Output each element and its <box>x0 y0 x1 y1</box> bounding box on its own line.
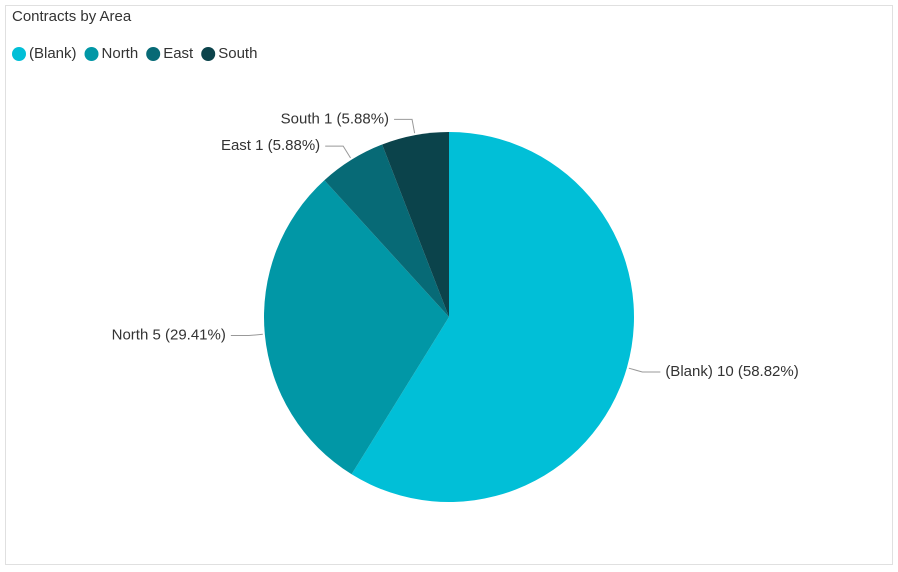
legend-marker <box>201 47 216 61</box>
pie-slice <box>324 144 449 317</box>
data-label-category: East <box>221 137 252 154</box>
legend-label: North <box>102 45 139 62</box>
legend-label: East <box>163 45 194 62</box>
legend-marker <box>146 47 161 61</box>
chart-title: Contracts by Area <box>12 8 132 25</box>
data-label: East 1 (5.88%) <box>221 137 320 154</box>
leader-line <box>325 145 351 159</box>
leader-line <box>394 118 416 134</box>
legend-marker <box>12 47 26 61</box>
leader-line <box>230 333 263 337</box>
data-label-category: North <box>112 327 149 344</box>
legend-marker <box>84 47 99 61</box>
leader-line <box>628 367 661 373</box>
data-label-value: 5 (29.41%) <box>152 327 225 344</box>
data-label: North 5 (29.41%) <box>112 327 226 344</box>
pie-slice <box>382 132 449 317</box>
legend-label: (Blank) <box>29 45 77 62</box>
data-label-value: 10 (58.82%) <box>717 363 799 380</box>
legend-label: South <box>218 45 257 62</box>
data-label-category: South <box>281 110 320 127</box>
pie-slice <box>351 132 634 502</box>
data-label-value: 1 (5.88%) <box>255 137 320 154</box>
data-label-value: 1 (5.88%) <box>324 110 389 127</box>
data-label: (Blank) 10 (58.82%) <box>665 363 798 380</box>
pie-slice <box>263 180 449 475</box>
data-label-category: (Blank) <box>665 363 713 380</box>
data-label: South 1 (5.88%) <box>281 110 389 127</box>
